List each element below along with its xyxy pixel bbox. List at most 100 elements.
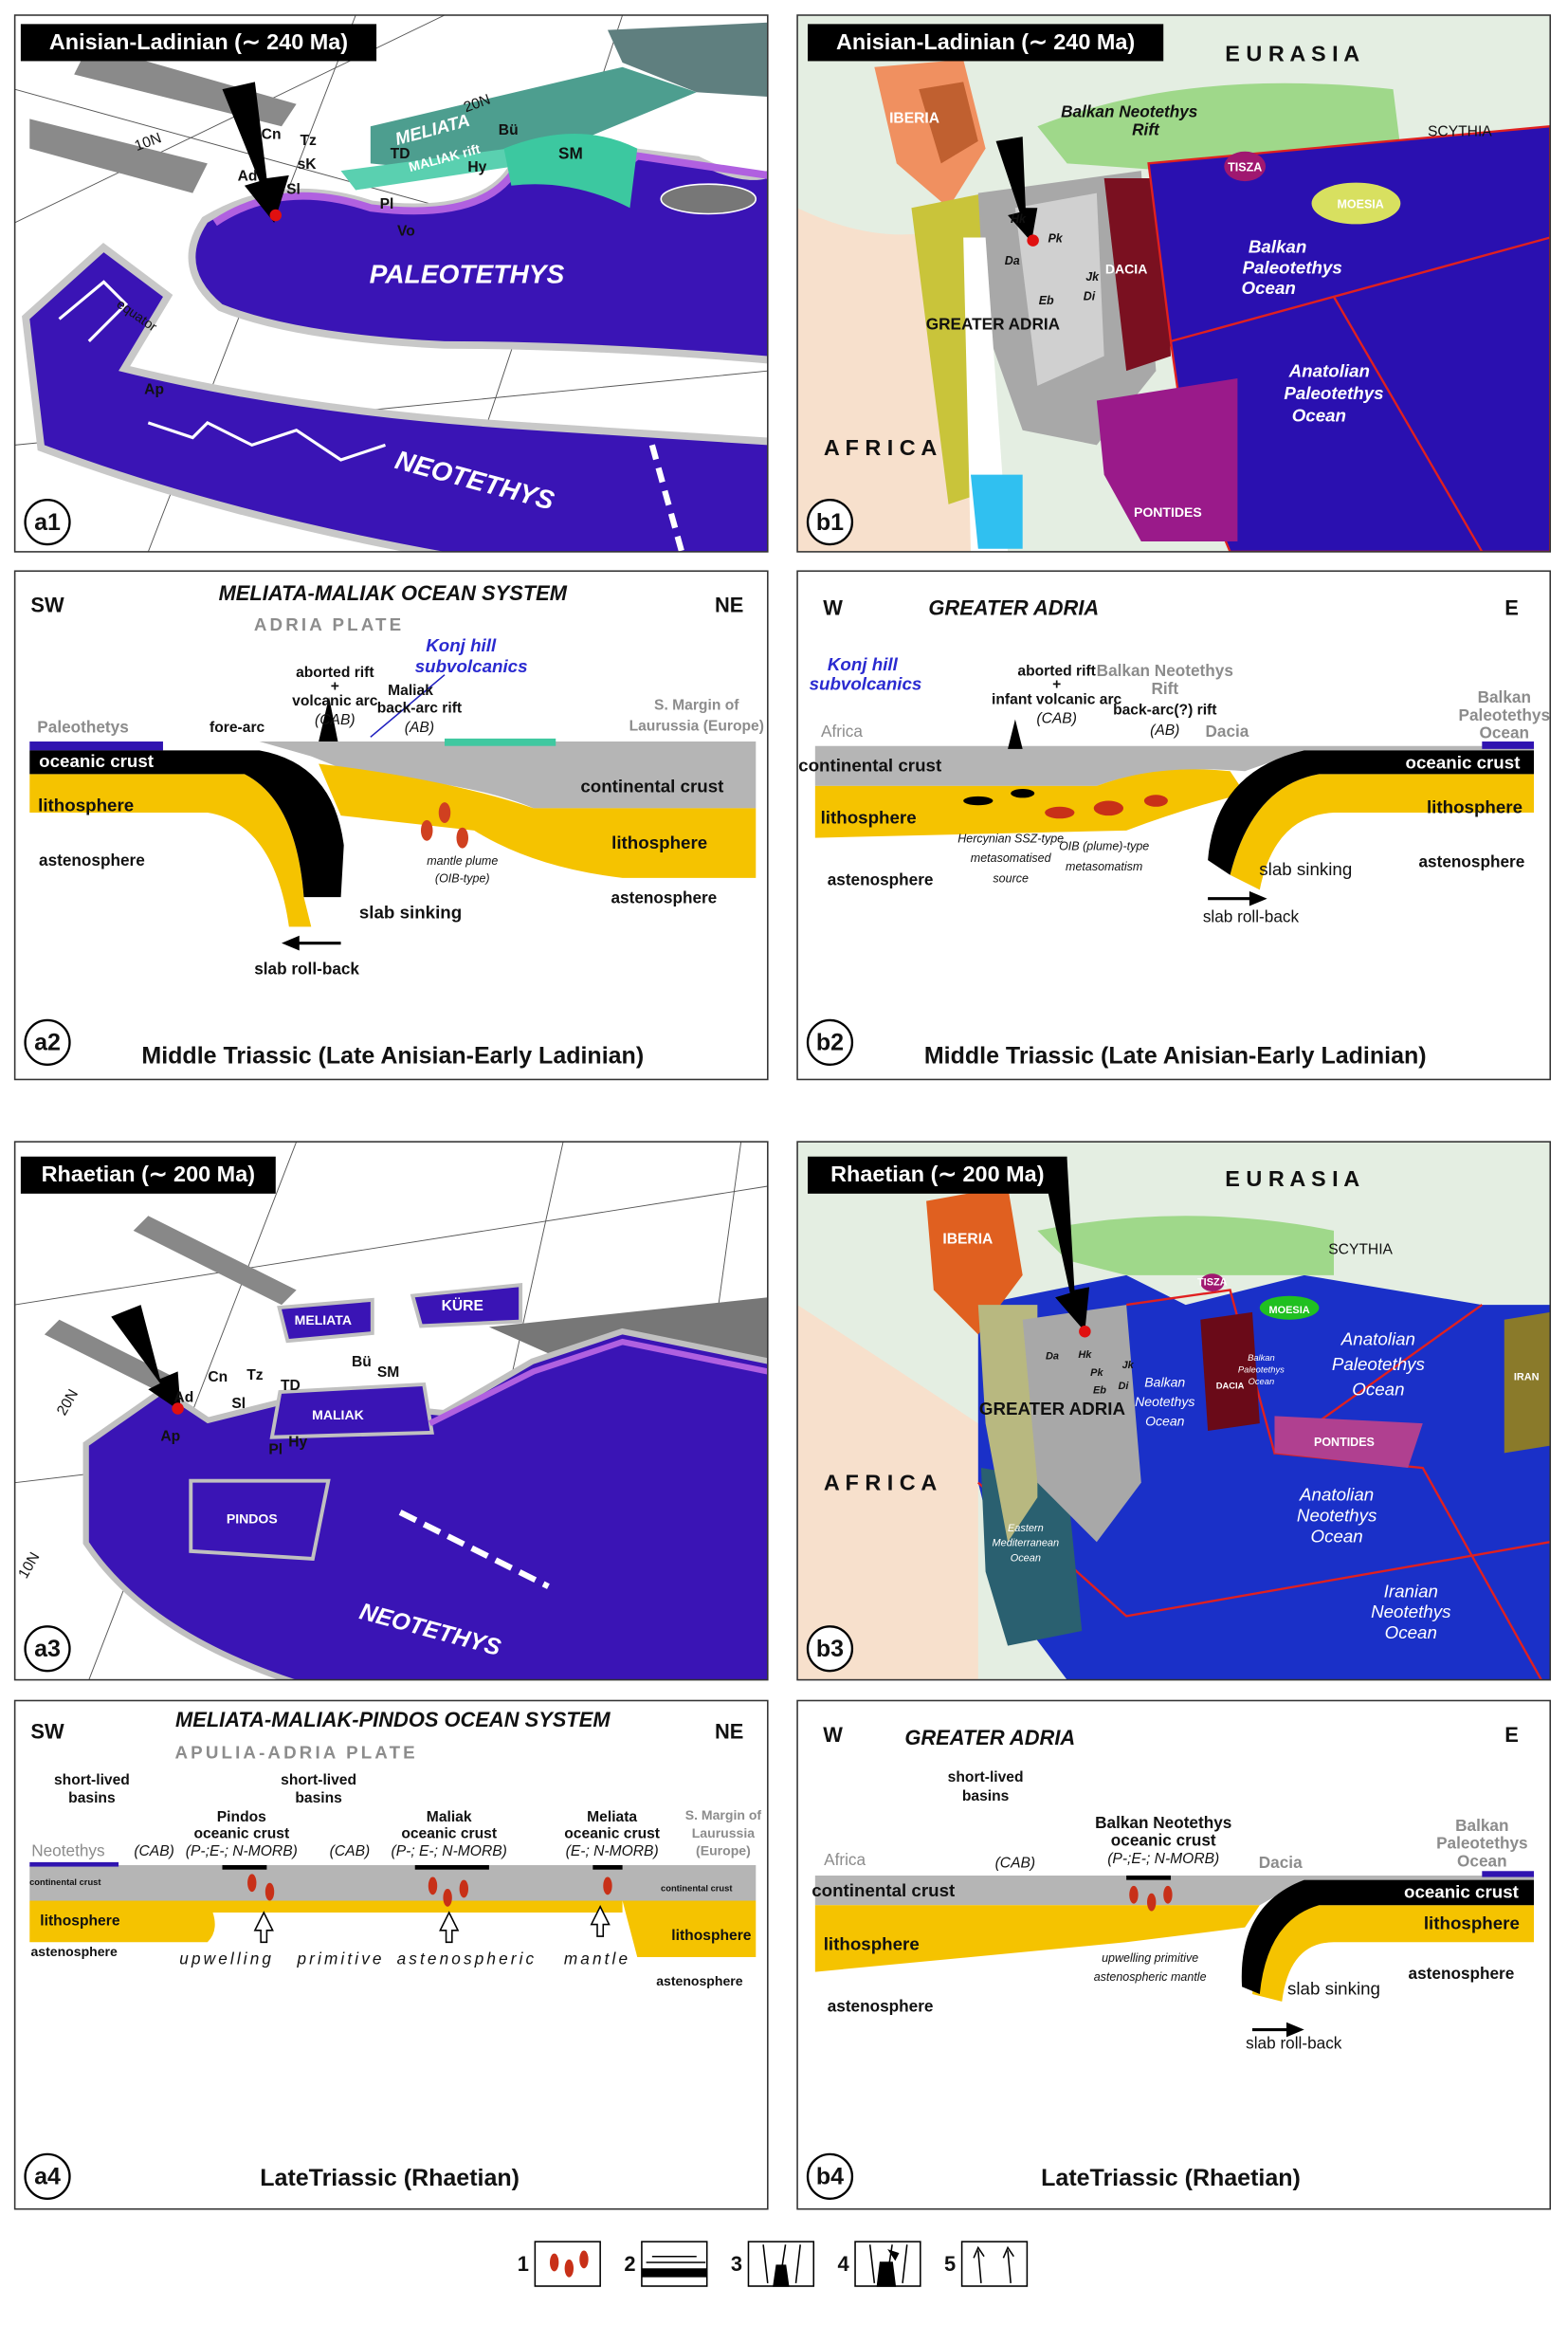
label: Paleotethys — [1436, 1834, 1527, 1853]
label: slab roll-back — [254, 959, 359, 978]
label: Paleotethys — [1238, 1364, 1285, 1374]
label: Mediterranean — [993, 1538, 1060, 1549]
mantle-melt — [247, 1874, 612, 1907]
pontides — [1096, 378, 1238, 541]
label: astenospheric — [397, 1950, 538, 1968]
label: continental crust — [29, 1877, 100, 1887]
label: Ad — [238, 169, 258, 185]
source — [963, 719, 1035, 806]
label: IBERIA — [889, 111, 939, 127]
label: OIB (plume)-type — [1059, 839, 1149, 852]
label: TD — [391, 146, 410, 162]
label: astenosphere — [828, 870, 934, 889]
tisza — [1224, 151, 1267, 182]
spreading-ridge — [58, 280, 386, 462]
label: Anatolian — [1299, 1485, 1374, 1505]
label: MELIATA-MALIAK-PINDOS OCEAN SYSTEM — [175, 1708, 611, 1731]
continental-crust — [814, 745, 1535, 786]
label: Di — [1119, 1381, 1130, 1392]
label: S. Margin of — [685, 1807, 762, 1822]
label: (P-;E-; N-MORB) — [1107, 1851, 1219, 1867]
label: slab sinking — [1287, 1978, 1380, 1998]
label: Eastern — [1008, 1523, 1044, 1534]
greater-adria — [1022, 1305, 1141, 1543]
label: subvolcanics — [415, 656, 528, 676]
section-b4 — [797, 1700, 1551, 2209]
label: Konj hill — [426, 635, 497, 655]
label: continental crust — [811, 1880, 956, 1900]
label: Tz — [300, 133, 317, 149]
label: Anatolian — [1340, 1329, 1415, 1349]
legend-symbol — [549, 2253, 559, 2272]
label: slab sinking — [1259, 859, 1352, 879]
label: continental crust — [580, 776, 724, 796]
arrowhead — [1249, 890, 1267, 906]
label: oceanic crust — [1406, 752, 1522, 772]
panel-id-circle — [806, 1625, 854, 1673]
legend-number: 1 — [518, 2252, 529, 2276]
label: continental crust — [798, 756, 942, 776]
label: Maliak — [427, 1809, 472, 1825]
label: Balkan — [1455, 1816, 1508, 1835]
label: Pk — [1090, 1367, 1103, 1379]
label: (CAB) — [995, 1856, 1036, 1872]
panel-id-circle — [806, 1018, 854, 1066]
plate-boundary — [1170, 236, 1551, 552]
label: Balkan Neotethys — [1097, 661, 1233, 680]
mantle-melt — [1129, 1885, 1139, 1904]
panel-frames — [13, 1699, 769, 2210]
panel-frames — [796, 14, 1552, 553]
label: MELIATA-MALIAK OCEAN SYSTEM — [219, 581, 568, 605]
label: IRAN — [1514, 1372, 1540, 1383]
iberia — [926, 1186, 1023, 1335]
metasomatism — [1045, 795, 1168, 819]
slab — [1241, 1879, 1535, 1995]
label: Balkan — [1248, 1353, 1275, 1363]
label: S. Margin of — [654, 698, 739, 714]
label: fore-arc — [210, 720, 264, 736]
label: lithosphere — [821, 807, 917, 827]
legend-boxes — [960, 2241, 1029, 2287]
panel-frames — [796, 1699, 1552, 2210]
label: aborted rift — [296, 665, 374, 681]
label: upwelling primitive — [1102, 1951, 1198, 1965]
label: Cn — [262, 127, 282, 143]
label: MALIAK — [312, 1407, 364, 1422]
mantle-plume — [420, 819, 433, 841]
mantle-plume — [456, 827, 469, 849]
eurasia-margin — [1037, 1216, 1334, 1275]
label: Balkan Neotethys — [1095, 1813, 1231, 1832]
metasomatism — [1045, 806, 1075, 819]
label: E U R A S I A — [1225, 1166, 1359, 1191]
label: Ap — [144, 382, 164, 398]
label: (Europe) — [696, 1843, 751, 1858]
metasomatism — [1093, 800, 1124, 816]
label: E — [1504, 1723, 1519, 1747]
sm-block — [503, 134, 638, 209]
oceanic-crust — [593, 1865, 623, 1870]
panel-title: Rhaetian (∼ 200 Ma) — [830, 1162, 1044, 1186]
label: slab roll-back — [1203, 907, 1300, 926]
grey-belt — [29, 45, 297, 193]
rift — [444, 738, 556, 746]
label: short-lived — [54, 1772, 130, 1788]
label: Neotethys — [1135, 1394, 1194, 1409]
panel-id: b1 — [816, 509, 844, 536]
mantle-plume — [420, 802, 469, 849]
figure — [13, 14, 1552, 2287]
label: lithosphere — [1424, 1913, 1520, 1933]
panel-caption: Middle Triassic (Late Anisian-Early Ladi… — [141, 1043, 644, 1070]
label: + — [1052, 677, 1061, 693]
terrane — [977, 1305, 1038, 1543]
label: Ocean — [1457, 1851, 1507, 1870]
label: astenosphere — [30, 1944, 118, 1959]
label: (E-; N-MORB) — [566, 1843, 659, 1859]
label: Iranian — [1384, 1581, 1438, 1601]
label: Ocean — [1480, 723, 1530, 742]
label: PONTIDES — [1134, 504, 1202, 520]
label: Paleotethys — [1332, 1354, 1425, 1374]
neotethys-ocean — [82, 1327, 768, 1680]
label: Ocean — [1292, 406, 1346, 426]
label: APULIA-ADRIA PLATE — [175, 1743, 418, 1763]
label: Vo — [397, 223, 415, 239]
